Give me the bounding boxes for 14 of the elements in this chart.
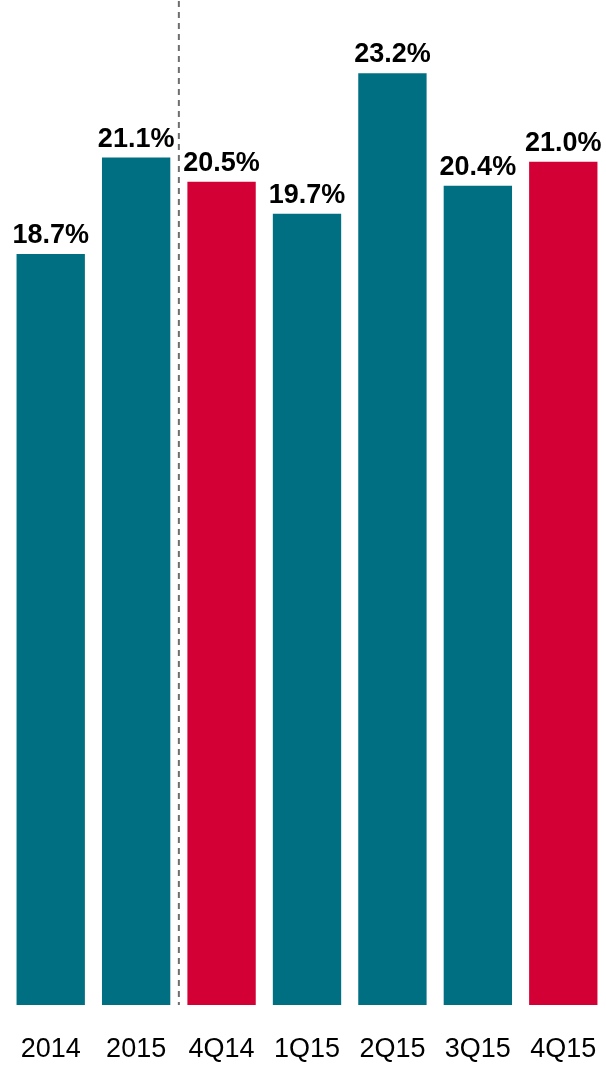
data-label: 20.5% [183, 146, 260, 177]
x-tick-label: 3Q15 [444, 1032, 511, 1063]
x-tick-label: 1Q15 [273, 1032, 341, 1063]
data-label: 19.7% [268, 178, 346, 209]
x-tick-label: 2014 [20, 1032, 81, 1063]
data-label: 18.7% [12, 219, 89, 250]
data-label: 20.4% [439, 150, 517, 181]
x-tick-label: 2Q15 [359, 1032, 426, 1063]
x-tick-label: 4Q14 [188, 1032, 255, 1063]
data-label: 21.1% [97, 122, 175, 153]
x-tick-label: 2015 [106, 1032, 167, 1063]
data-label: 21.0% [525, 126, 602, 157]
x-tick-label: 4Q15 [530, 1032, 597, 1063]
data-label: 23.2% [354, 38, 431, 69]
